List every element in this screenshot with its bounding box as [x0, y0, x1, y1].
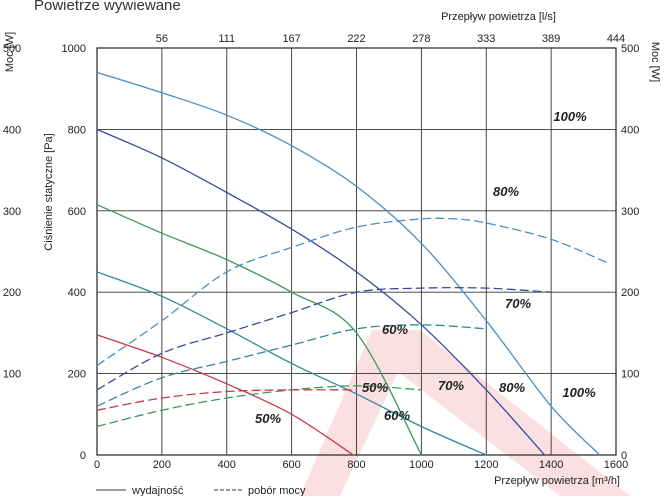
y-left-outer-title: Moc [W]	[4, 32, 16, 72]
curve-label: 100%	[553, 109, 587, 124]
x2-tick-label: 111	[218, 33, 235, 45]
y-tick-label: 0	[80, 450, 86, 462]
x-tick-label: 0	[94, 459, 100, 471]
x-tick-label: 1000	[409, 459, 433, 471]
x2-tick-label: 389	[542, 33, 560, 45]
x2-tick-label: 333	[477, 33, 495, 45]
y2-tick-label: 100	[621, 369, 639, 381]
y2-axis-title: Moc [W]	[649, 42, 661, 82]
watermark-shape	[300, 330, 630, 496]
series-line-flow-100pct	[96, 71, 601, 456]
y-left-outer-tick-label: 100	[3, 369, 21, 381]
x2-tick-label: 278	[412, 33, 430, 45]
y-tick-label: 200	[68, 369, 86, 381]
series-line-flow-60pct	[96, 204, 422, 456]
watermark	[300, 330, 630, 496]
y2-tick-label: 200	[621, 287, 639, 299]
curve-label: 80%	[499, 380, 525, 395]
y-left-outer-tick-label: 200	[3, 287, 21, 299]
series-line-power-50pct	[96, 389, 357, 411]
curve-label: 60%	[382, 322, 408, 337]
x2-axis-title: Przepływ powietrza [l/s]	[441, 11, 556, 23]
curve-label: 60%	[384, 408, 410, 423]
legend-label-pobor-mocy: pobór mocy	[248, 485, 306, 496]
y-tick-label: 600	[68, 206, 86, 218]
series-line-flow-70pct	[96, 271, 487, 456]
series-layer	[96, 71, 610, 456]
x-tick-label: 1600	[604, 459, 628, 471]
y2-tick-label: 500	[621, 43, 639, 55]
curve-label: 70%	[438, 378, 464, 393]
x-tick-label: 800	[347, 459, 365, 471]
x-tick-label: 200	[153, 459, 171, 471]
curve-label: 100%	[562, 385, 596, 400]
y-left-outer-tick-label: 300	[3, 206, 21, 218]
y-tick-label: 800	[68, 124, 86, 136]
legend-label-wydajnosc: wydajność	[131, 485, 184, 496]
x-axis-title: Przepływ powietrza [m³/h]	[494, 475, 620, 487]
y-axis-title: Ciśnienie statyczne [Pa]	[43, 133, 55, 250]
series-line-power-80pct	[96, 287, 552, 391]
x-tick-label: 1200	[474, 459, 498, 471]
curve-label: 70%	[505, 296, 531, 311]
annotations: 100% 80% 70% 60% 50% 100% 80% 70% 60% 50%	[255, 109, 596, 426]
legend: wydajność pobór mocy	[96, 485, 306, 496]
series-line-power-70pct	[96, 324, 487, 407]
curve-label: 50%	[362, 380, 388, 395]
curve-label: 80%	[493, 184, 519, 199]
chart-title: Powietrze wywiewane	[34, 0, 181, 14]
y2-tick-label: 0	[621, 450, 627, 462]
series-line-power-100pct	[96, 217, 610, 367]
x2-tick-label: 167	[282, 33, 300, 45]
y-left-outer-tick-label: 400	[3, 124, 21, 136]
x2-tick-label: 444	[607, 33, 625, 45]
y2-tick-label: 400	[621, 124, 639, 136]
y-left-outer-tick-label: 500	[3, 43, 21, 55]
y2-tick-label: 300	[621, 206, 639, 218]
y-tick-label: 400	[68, 287, 86, 299]
y-tick-label: 1000	[62, 43, 86, 55]
x-tick-label: 600	[282, 459, 300, 471]
x-tick-label: 1400	[539, 459, 563, 471]
series-line-flow-80pct	[96, 128, 546, 456]
curve-label: 50%	[255, 411, 281, 426]
series-line-flow-50pct	[96, 334, 354, 456]
x-tick-label: 400	[218, 459, 236, 471]
series-line-power-60pct	[96, 385, 422, 428]
x2-tick-label: 56	[156, 33, 168, 45]
x2-tick-label: 222	[347, 33, 365, 45]
